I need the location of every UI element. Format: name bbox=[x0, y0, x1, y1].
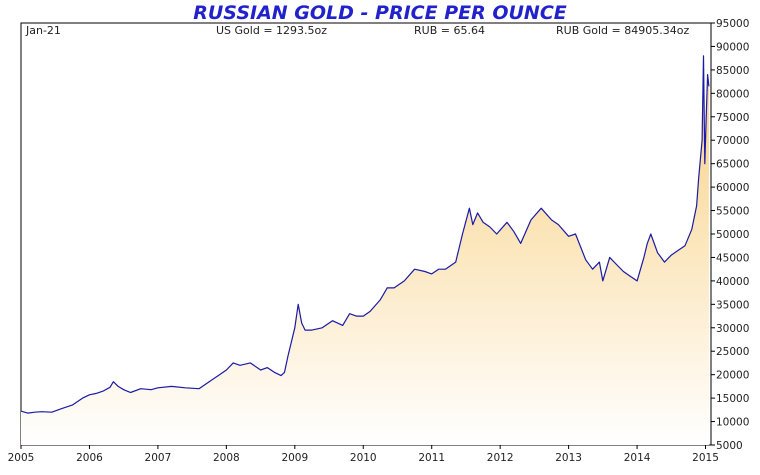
x-tick-label: 2013 bbox=[555, 452, 582, 464]
x-tick-label: 2014 bbox=[624, 452, 651, 464]
x-tick-label: 2008 bbox=[213, 452, 240, 464]
y-tick-label: 70000 bbox=[716, 135, 749, 147]
x-tick-label: 2011 bbox=[418, 452, 445, 464]
y-tick-label: 25000 bbox=[716, 346, 749, 358]
y-tick-label: 15000 bbox=[716, 393, 749, 405]
y-tick-label: 75000 bbox=[716, 112, 749, 124]
y-tick-label: 50000 bbox=[716, 229, 749, 241]
price-line bbox=[20, 55, 710, 414]
y-tick-label: 95000 bbox=[716, 18, 749, 30]
x-tick-label: 2010 bbox=[350, 452, 377, 464]
y-tick-label: 45000 bbox=[716, 252, 749, 264]
y-tick-label: 35000 bbox=[716, 299, 749, 311]
y-tick-label: 55000 bbox=[716, 206, 749, 218]
y-tick-label: 10000 bbox=[716, 417, 749, 429]
y-axis: 5000 10000 15000 20000 25000 30000 35000 40000 4… bbox=[711, 18, 749, 452]
price-area-fill bbox=[21, 55, 709, 446]
y-tick-label: 90000 bbox=[716, 41, 749, 53]
y-tick-label: 20000 bbox=[716, 370, 749, 382]
x-tick-label: 2006 bbox=[76, 452, 103, 464]
y-tick-label: 30000 bbox=[716, 323, 749, 335]
x-tick-label: 2005 bbox=[8, 452, 35, 464]
info-date: Jan-21 bbox=[25, 24, 61, 37]
y-tick-label: 80000 bbox=[716, 88, 749, 100]
chart-title: RUSSIAN GOLD - PRICE PER OUNCE bbox=[193, 2, 567, 24]
info-rub-gold: RUB Gold = 84905.34oz bbox=[556, 24, 689, 37]
y-tick-label: 40000 bbox=[716, 276, 749, 288]
x-tick-label: 2007 bbox=[145, 452, 172, 464]
x-tick-label: 2015 bbox=[692, 452, 719, 464]
y-tick-label: 85000 bbox=[716, 65, 749, 77]
y-tick-label: 5000 bbox=[716, 440, 743, 452]
x-tick-label: 2012 bbox=[487, 452, 514, 464]
y-tick-label: 65000 bbox=[716, 159, 749, 171]
x-axis: 2005 2006 2007 2008 2009 2010 2011 2012 2013 2014… bbox=[8, 445, 719, 464]
y-tick-label: 60000 bbox=[716, 182, 749, 194]
info-rub: RUB = 65.64 bbox=[414, 24, 485, 37]
info-us-gold: US Gold = 1293.5oz bbox=[216, 24, 327, 37]
x-tick-label: 2009 bbox=[281, 452, 308, 464]
